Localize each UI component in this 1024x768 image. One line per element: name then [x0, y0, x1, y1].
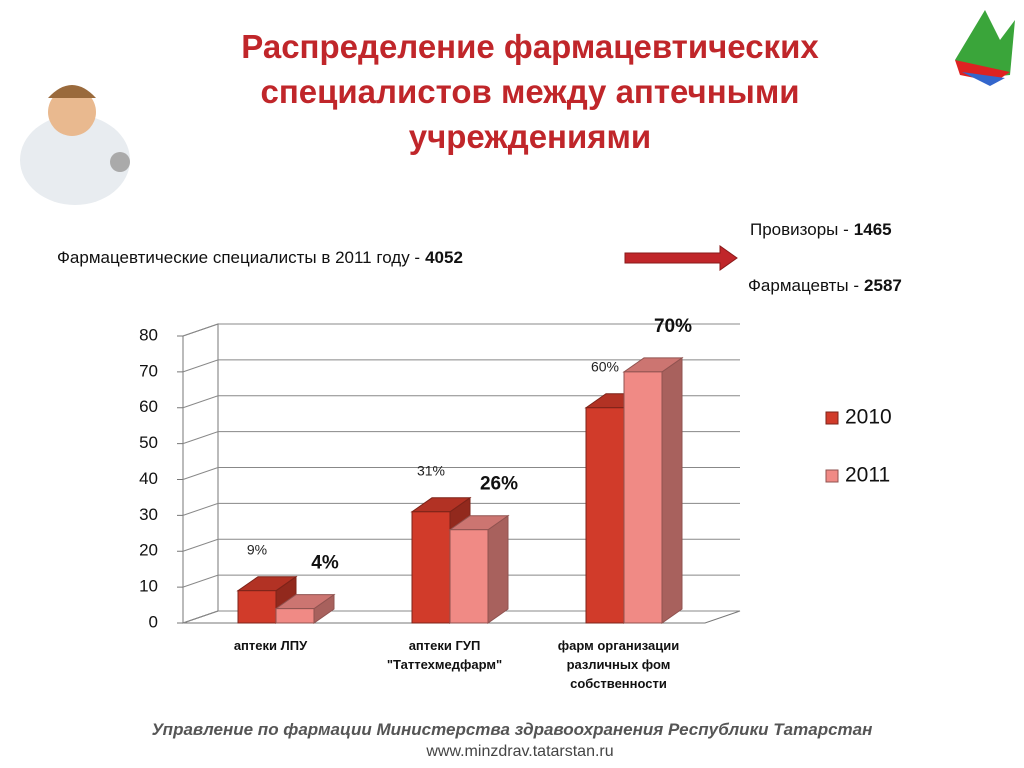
- legend-label: 2010: [845, 406, 892, 429]
- grid-line: [182, 610, 740, 624]
- grid-line: [182, 574, 740, 588]
- x-tick-label: аптеки ГУП "Таттехмедфарм": [386, 638, 503, 672]
- total-label: Фармацевтические специалисты в 2011 году…: [57, 248, 421, 267]
- y-tick-label: 20: [139, 541, 158, 560]
- data-label: 9%: [247, 541, 267, 557]
- data-label: 60%: [591, 358, 619, 374]
- grid-line: [182, 359, 740, 373]
- data-label: 26%: [480, 474, 518, 495]
- total-value: 4052: [425, 248, 463, 267]
- y-tick-label: 70: [139, 361, 158, 380]
- legend-swatch: [825, 469, 839, 483]
- logo: [955, 10, 1015, 86]
- arrow: [624, 245, 738, 271]
- bar: [449, 529, 489, 624]
- data-label: 70%: [654, 316, 692, 337]
- y-tick-label: 50: [139, 433, 158, 452]
- grid-line: [182, 538, 740, 552]
- legend-swatch: [825, 411, 839, 425]
- y-tick-label: 10: [139, 577, 158, 596]
- grid-line: [182, 502, 740, 516]
- pharmacists-value: 2587: [864, 276, 902, 295]
- y-tick-label: 0: [149, 612, 158, 631]
- provisors-value: 1465: [853, 220, 892, 239]
- data-label: 31%: [417, 462, 445, 478]
- legend-label: 2011: [845, 464, 890, 487]
- pharmacists-label: Фармацевты -: [748, 276, 860, 295]
- y-tick-label: 60: [139, 397, 158, 416]
- bar-side: [487, 514, 509, 624]
- x-tick-label: фарм организации различных фом собственн…: [557, 638, 680, 691]
- bar: [623, 371, 663, 624]
- data-label: 4%: [311, 553, 339, 574]
- x-tick-label: аптеки ЛПУ: [233, 638, 308, 653]
- pharmacists-info: Фармацевты -2587: [748, 276, 902, 296]
- slide-title: Распределение фармацевтических специалис…: [241, 28, 819, 155]
- y-tick-label: 80: [139, 325, 158, 344]
- footer: Управление по фармации Министерства здра…: [151, 720, 873, 739]
- grid-line: [182, 323, 740, 337]
- grid-line: [182, 431, 740, 445]
- y-tick-label: 30: [139, 505, 158, 524]
- grid-line: [182, 467, 740, 480]
- grid-line: [182, 395, 740, 409]
- y-tick-label: 40: [139, 469, 158, 488]
- bar-side: [661, 356, 683, 624]
- bar: [237, 590, 277, 624]
- total-info: Фармацевтические специалисты в 2011 году…: [57, 248, 463, 268]
- provisors-info: Провизоры -1465: [750, 220, 892, 240]
- bar: [411, 511, 451, 624]
- bar: [585, 407, 625, 624]
- bar: [275, 608, 315, 624]
- url: www.minzdrav.tatarstan.ru: [426, 743, 614, 760]
- provisors-label: Провизоры -: [750, 220, 849, 239]
- doctor-picture: [20, 85, 130, 205]
